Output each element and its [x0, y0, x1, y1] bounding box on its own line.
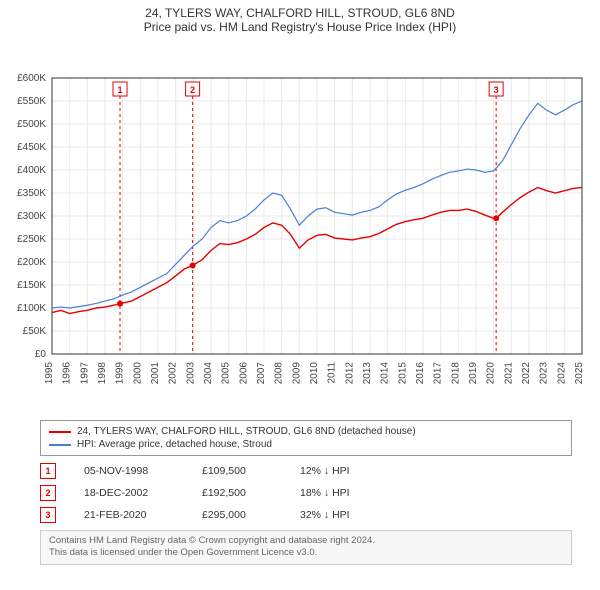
- chart-area: £0 £50K £100K £150K £200K £250K £300K £350K £400…: [0, 34, 600, 414]
- table-row: 1 05-NOV-1998 £109,500 12% ↓ HPI: [40, 460, 572, 482]
- svg-text:2014: 2014: [380, 362, 391, 385]
- footer-line1: Contains HM Land Registry data © Crown c…: [49, 535, 563, 547]
- svg-text:2016: 2016: [415, 362, 426, 385]
- svg-text:1998: 1998: [97, 362, 108, 385]
- svg-text:£550K: £550K: [17, 96, 46, 107]
- svg-text:£300K: £300K: [17, 211, 46, 222]
- svg-text:£200K: £200K: [17, 257, 46, 268]
- transactions-table: 1 05-NOV-1998 £109,500 12% ↓ HPI 2 18-DE…: [40, 460, 572, 526]
- svg-text:2022: 2022: [521, 362, 532, 385]
- svg-text:£500K: £500K: [17, 119, 46, 130]
- trans-hpi: 32% ↓ HPI: [300, 509, 390, 521]
- svg-text:2007: 2007: [256, 362, 267, 385]
- svg-text:2019: 2019: [468, 362, 479, 385]
- chart-title: 24, TYLERS WAY, CHALFORD HILL, STROUD, G…: [0, 6, 600, 20]
- footer-line2: This data is licensed under the Open Gov…: [49, 547, 563, 559]
- footer-attribution: Contains HM Land Registry data © Crown c…: [40, 530, 572, 565]
- svg-text:2003: 2003: [185, 362, 196, 385]
- table-row: 2 18-DEC-2002 £192,500 18% ↓ HPI: [40, 482, 572, 504]
- svg-text:2006: 2006: [238, 362, 249, 385]
- svg-text:2012: 2012: [344, 362, 355, 385]
- trans-marker-1: 1: [40, 463, 56, 479]
- trans-price: £192,500: [202, 487, 272, 499]
- svg-text:2: 2: [190, 85, 195, 95]
- svg-text:2008: 2008: [274, 362, 285, 385]
- chart-title-block: 24, TYLERS WAY, CHALFORD HILL, STROUD, G…: [0, 0, 600, 34]
- svg-text:£350K: £350K: [17, 188, 46, 199]
- svg-text:1996: 1996: [62, 362, 73, 385]
- svg-text:2017: 2017: [433, 362, 444, 385]
- svg-text:2010: 2010: [309, 362, 320, 385]
- svg-text:2013: 2013: [362, 362, 373, 385]
- svg-text:2001: 2001: [150, 362, 161, 385]
- svg-text:£450K: £450K: [17, 142, 46, 153]
- svg-text:3: 3: [494, 85, 499, 95]
- svg-text:2021: 2021: [503, 362, 514, 385]
- chart-svg: £0 £50K £100K £150K £200K £250K £300K £350K £400…: [0, 34, 600, 414]
- trans-marker-3: 3: [40, 507, 56, 523]
- svg-text:2023: 2023: [539, 362, 550, 385]
- legend-swatch-hpi: [49, 444, 71, 446]
- svg-text:2020: 2020: [486, 362, 497, 385]
- svg-text:1: 1: [118, 85, 123, 95]
- svg-text:2025: 2025: [574, 362, 585, 385]
- svg-text:2018: 2018: [450, 362, 461, 385]
- svg-text:£600K: £600K: [17, 73, 46, 84]
- legend-row-hpi: HPI: Average price, detached house, Stro…: [49, 438, 563, 451]
- svg-text:1997: 1997: [79, 362, 90, 385]
- trans-marker-2: 2: [40, 485, 56, 501]
- svg-text:2000: 2000: [132, 362, 143, 385]
- trans-date: 18-DEC-2002: [84, 487, 174, 499]
- trans-date: 05-NOV-1998: [84, 465, 174, 477]
- svg-text:£250K: £250K: [17, 234, 46, 245]
- svg-text:1995: 1995: [44, 362, 55, 385]
- legend: 24, TYLERS WAY, CHALFORD HILL, STROUD, G…: [40, 420, 572, 456]
- trans-hpi: 18% ↓ HPI: [300, 487, 390, 499]
- svg-text:2009: 2009: [291, 362, 302, 385]
- svg-text:2005: 2005: [221, 362, 232, 385]
- svg-text:2011: 2011: [327, 362, 338, 384]
- svg-text:£0: £0: [35, 349, 47, 360]
- svg-text:2004: 2004: [203, 362, 214, 385]
- table-row: 3 21-FEB-2020 £295,000 32% ↓ HPI: [40, 504, 572, 526]
- trans-date: 21-FEB-2020: [84, 509, 174, 521]
- svg-text:2002: 2002: [168, 362, 179, 385]
- page-root: 24, TYLERS WAY, CHALFORD HILL, STROUD, G…: [0, 0, 600, 565]
- chart-subtitle: Price paid vs. HM Land Registry's House …: [0, 20, 600, 34]
- svg-text:£100K: £100K: [17, 303, 46, 314]
- legend-swatch-price: [49, 431, 71, 433]
- svg-text:£400K: £400K: [17, 165, 46, 176]
- trans-price: £295,000: [202, 509, 272, 521]
- legend-label-price: 24, TYLERS WAY, CHALFORD HILL, STROUD, G…: [77, 426, 416, 437]
- svg-text:2015: 2015: [397, 362, 408, 385]
- svg-text:£150K: £150K: [17, 280, 46, 291]
- legend-label-hpi: HPI: Average price, detached house, Stro…: [77, 439, 272, 450]
- svg-text:£50K: £50K: [23, 326, 47, 337]
- svg-text:2024: 2024: [556, 362, 567, 385]
- legend-row-price: 24, TYLERS WAY, CHALFORD HILL, STROUD, G…: [49, 425, 563, 438]
- trans-hpi: 12% ↓ HPI: [300, 465, 390, 477]
- svg-text:1999: 1999: [115, 362, 126, 385]
- trans-price: £109,500: [202, 465, 272, 477]
